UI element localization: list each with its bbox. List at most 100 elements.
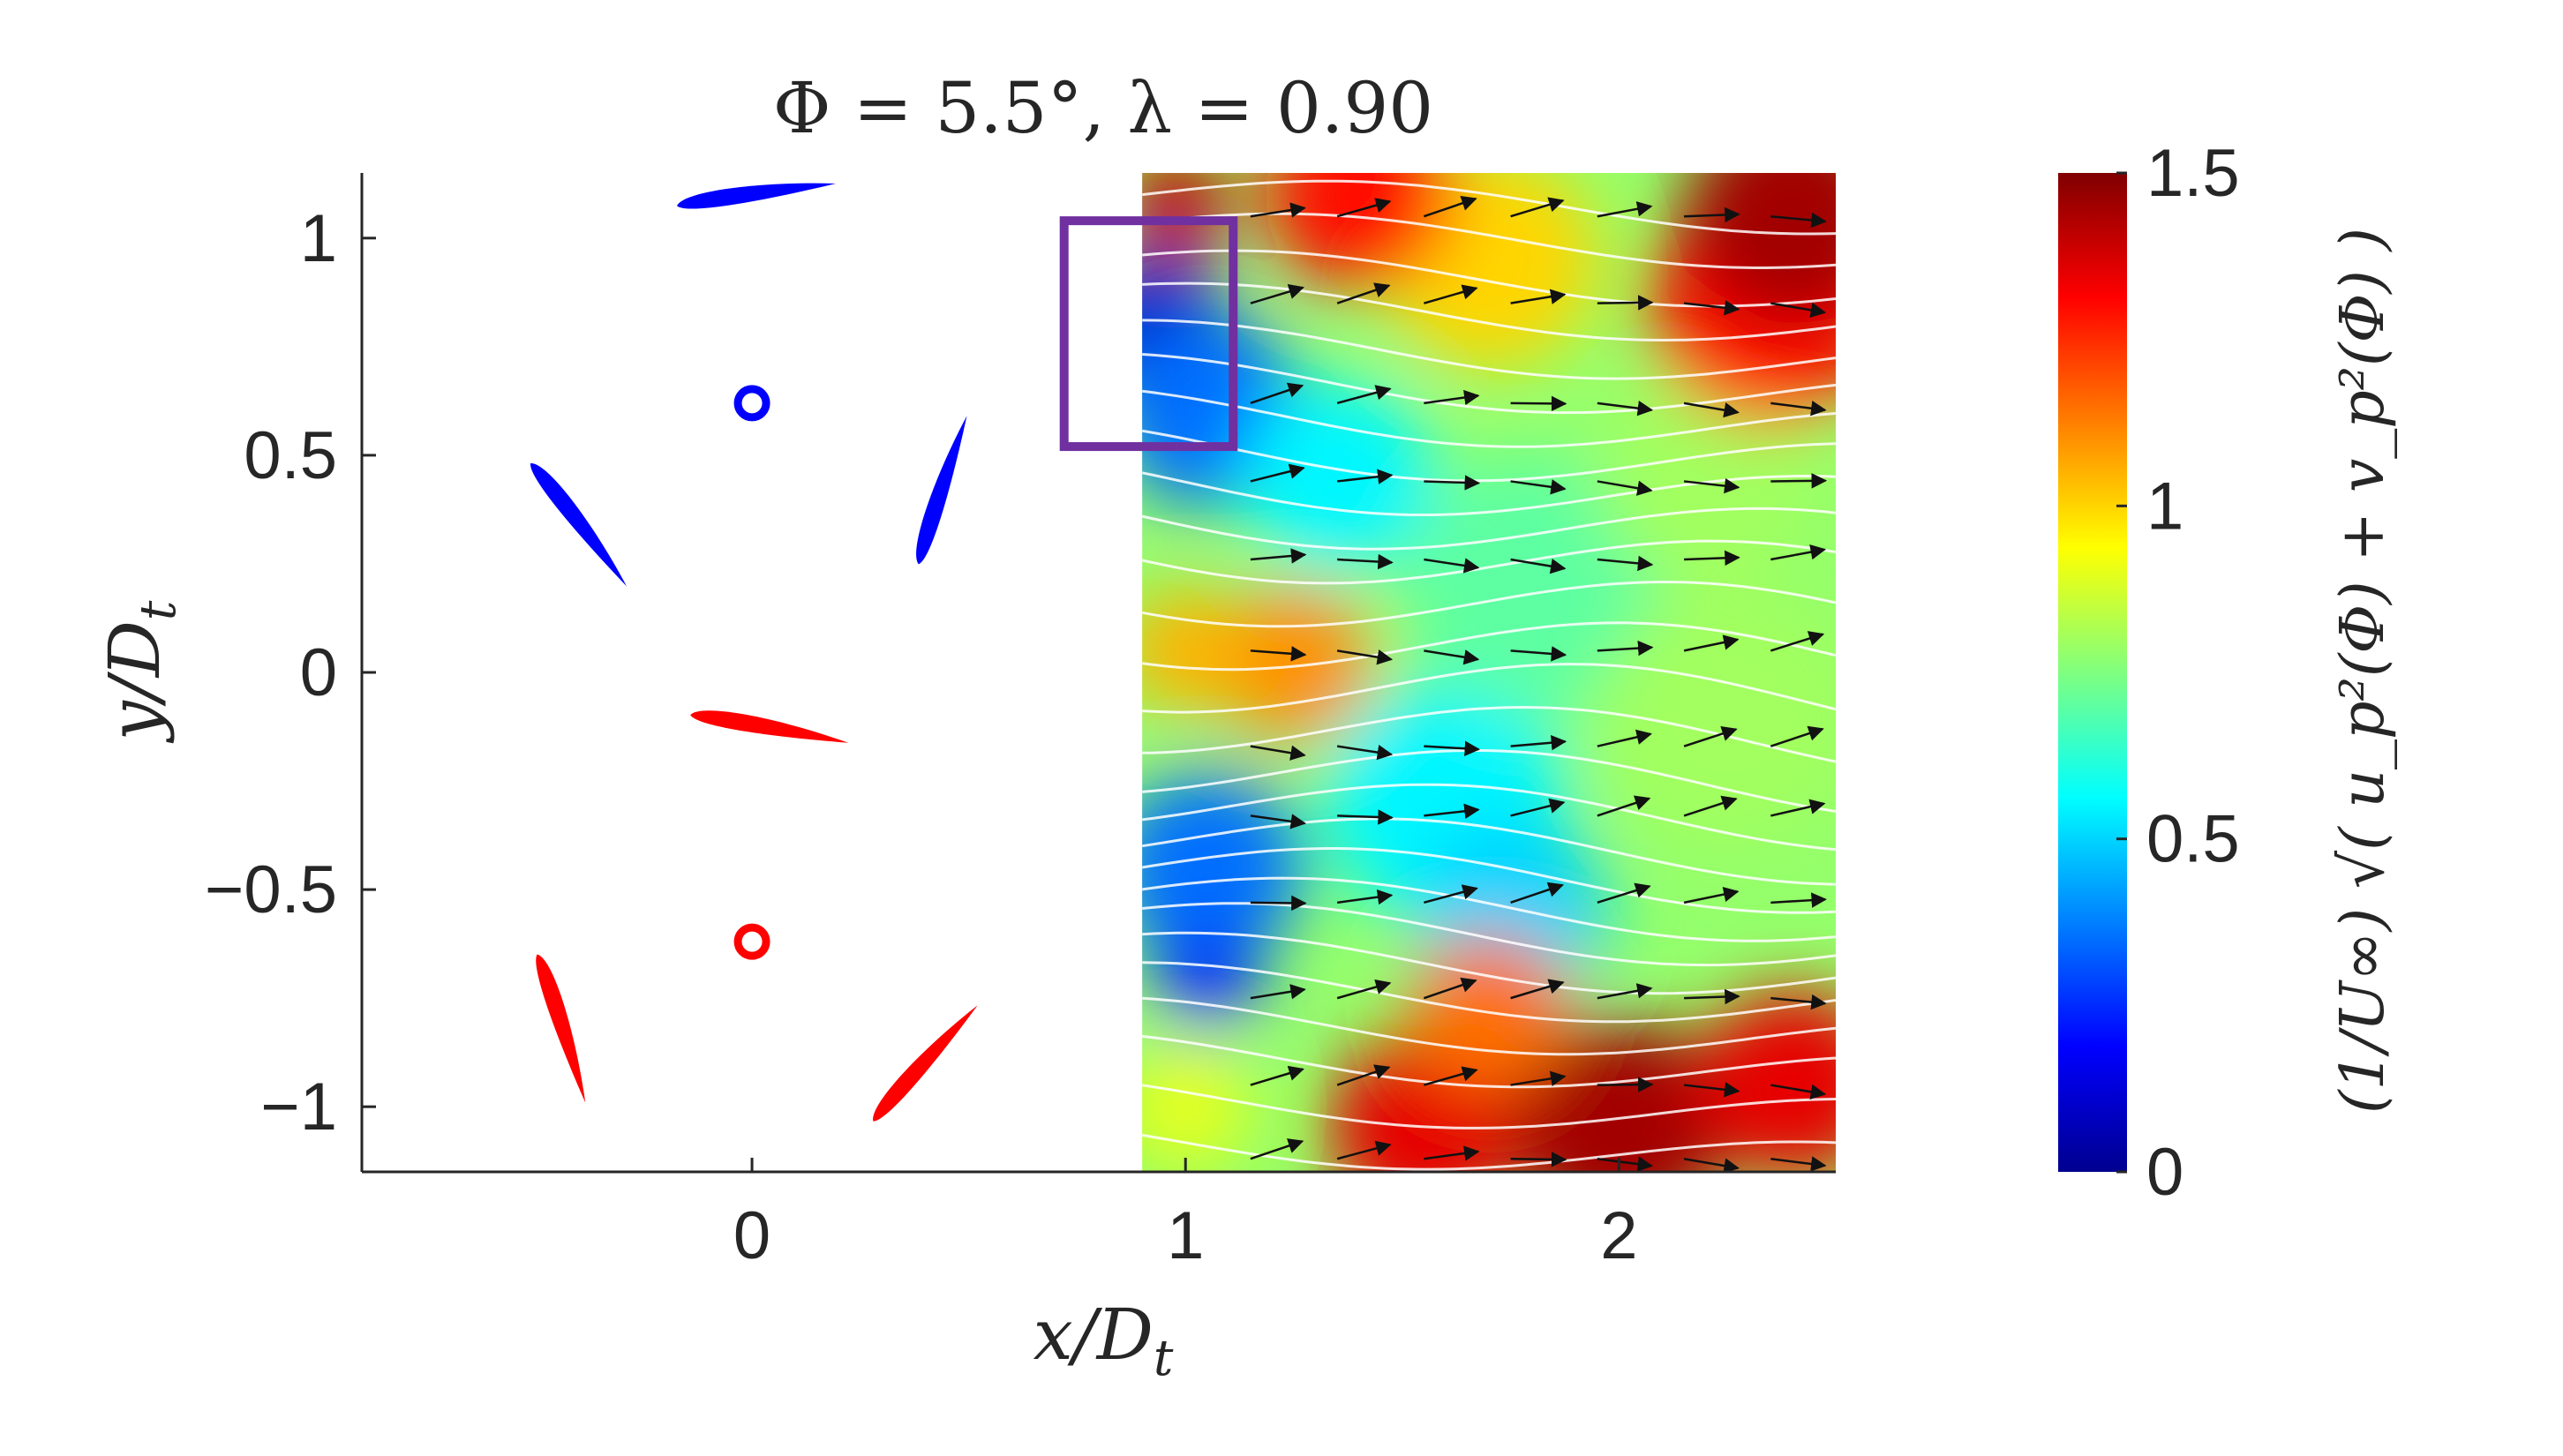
streamline — [1142, 876, 1836, 942]
streamline — [1142, 621, 1836, 672]
velocity-arrow — [1683, 300, 1740, 316]
chart-title: Φ = 5.5°, λ = 0.90 — [773, 67, 1433, 149]
streamline — [1142, 1034, 1836, 1089]
velocity-blob — [1154, 924, 1259, 1029]
streamline — [1142, 580, 1836, 628]
colorbar-tick-label: 1 — [2146, 469, 2183, 544]
colorbar: 0 0.5 1 1.5 (1/U∞) √( u_p²(Φ) + v_p²(Φ) ) — [2058, 136, 2398, 1210]
velocity-arrow — [1424, 475, 1481, 491]
velocity-arrow — [1597, 201, 1653, 218]
velocity-arrow — [1250, 1065, 1304, 1086]
colorbar-gradient — [2058, 173, 2127, 1172]
streamline — [1142, 471, 1836, 516]
velocity-arrow — [1510, 395, 1567, 412]
velocity-blob — [1242, 381, 1433, 573]
velocity-arrow — [1336, 1064, 1391, 1086]
velocity-arrow — [1337, 553, 1394, 570]
velocity-arrow — [1424, 1066, 1478, 1086]
velocity-arrow — [1597, 983, 1653, 1000]
rotor-hub — [733, 385, 770, 422]
velocity-arrow — [1597, 555, 1654, 572]
velocity-arrow — [1683, 886, 1740, 904]
y-tick-label: −0.5 — [205, 852, 337, 927]
velocity-arrow — [1337, 469, 1394, 484]
colorbar-label: (1/U∞) √( u_p²(Φ) + v_p²(Φ) ) — [2328, 228, 2398, 1114]
velocity-arrow — [1770, 544, 1827, 561]
streamline — [1142, 212, 1836, 269]
velocity-blob — [1696, 989, 1836, 1172]
velocity-arrow — [1250, 984, 1306, 1000]
velocity-arrow — [1424, 740, 1481, 756]
streamline — [1142, 817, 1836, 886]
rotor-hub — [733, 923, 770, 960]
streamline — [1142, 931, 1836, 995]
colorbar-tick-label: 0 — [2146, 1135, 2183, 1210]
velocity-blob — [1263, 173, 1454, 290]
velocity-arrow — [1510, 882, 1564, 904]
velocity-arrow — [1683, 795, 1738, 817]
x-tick-label: 2 — [1600, 1198, 1637, 1273]
velocity-blob — [1142, 1041, 1251, 1172]
velocity-arrow — [1510, 479, 1567, 495]
y-axis-label-main: y/D — [94, 620, 176, 743]
velocity-arrow — [1336, 979, 1392, 1000]
y-tick-label: 0.5 — [244, 418, 337, 493]
velocity-arrow — [1770, 1156, 1827, 1172]
velocity-arrow — [1336, 198, 1392, 218]
velocity-arrow — [1337, 809, 1394, 825]
streamline — [1142, 748, 1836, 813]
velocity-arrow — [1250, 548, 1307, 564]
x-tick-label: 0 — [733, 1198, 770, 1273]
streamlines — [1142, 179, 1836, 1171]
streamline — [1142, 663, 1836, 714]
velocity-arrow — [1770, 994, 1827, 1010]
x-tick-label: 1 — [1167, 1198, 1204, 1273]
velocity-arrow — [1510, 289, 1567, 304]
streamline — [1142, 389, 1836, 448]
velocity-arrow — [1250, 283, 1304, 304]
velocity-blob — [1684, 173, 1836, 325]
y-tick-label: 1 — [300, 201, 337, 276]
streamline — [1142, 1133, 1836, 1171]
rotor-geometry — [530, 183, 978, 1122]
velocity-arrow — [1336, 744, 1394, 761]
velocity-arrow — [1510, 979, 1565, 1000]
velocity-arrow — [1336, 649, 1394, 665]
velocity-arrow — [1510, 1152, 1567, 1167]
velocity-arrow — [1424, 649, 1480, 665]
streamline — [1142, 353, 1836, 415]
streamline — [1142, 429, 1836, 483]
rotor-blade — [530, 462, 628, 587]
rotor-blade — [536, 954, 586, 1103]
velocity-arrow — [1250, 463, 1305, 483]
velocity-arrow — [1250, 202, 1306, 218]
highlight-box — [1059, 216, 1238, 452]
velocity-arrow — [1424, 803, 1480, 819]
streamline — [1142, 847, 1836, 914]
velocity-vectors — [1250, 195, 1828, 1172]
velocity-arrow — [1510, 798, 1566, 817]
streamline — [1142, 961, 1836, 1024]
velocity-arrow — [1597, 795, 1651, 817]
velocity-arrow — [1424, 558, 1480, 574]
velocity-arrow — [1770, 1084, 1827, 1100]
velocity-arrow — [1250, 382, 1304, 405]
velocity-arrow — [1683, 726, 1738, 747]
colorbar-ticks: 0 0.5 1 1.5 — [2116, 136, 2240, 1210]
streamline — [1142, 1084, 1836, 1130]
x-axis-label: x/Dt — [1033, 1294, 1174, 1387]
velocity-arrow — [1683, 1082, 1740, 1098]
velocity-arrow — [1684, 988, 1740, 1005]
streamline — [1142, 281, 1836, 342]
velocity-arrow — [1424, 389, 1480, 406]
rotor-blade — [676, 183, 836, 209]
velocity-arrow — [1597, 400, 1654, 417]
streamline — [1142, 319, 1836, 380]
velocity-blob — [1510, 1020, 1728, 1172]
velocity-field — [1142, 173, 1836, 1172]
colorbar-tick-label: 1.5 — [2146, 136, 2240, 211]
velocity-arrow — [1424, 284, 1478, 304]
x-axis-label-sub: t — [1154, 1330, 1174, 1387]
velocity-arrow — [1424, 884, 1478, 904]
